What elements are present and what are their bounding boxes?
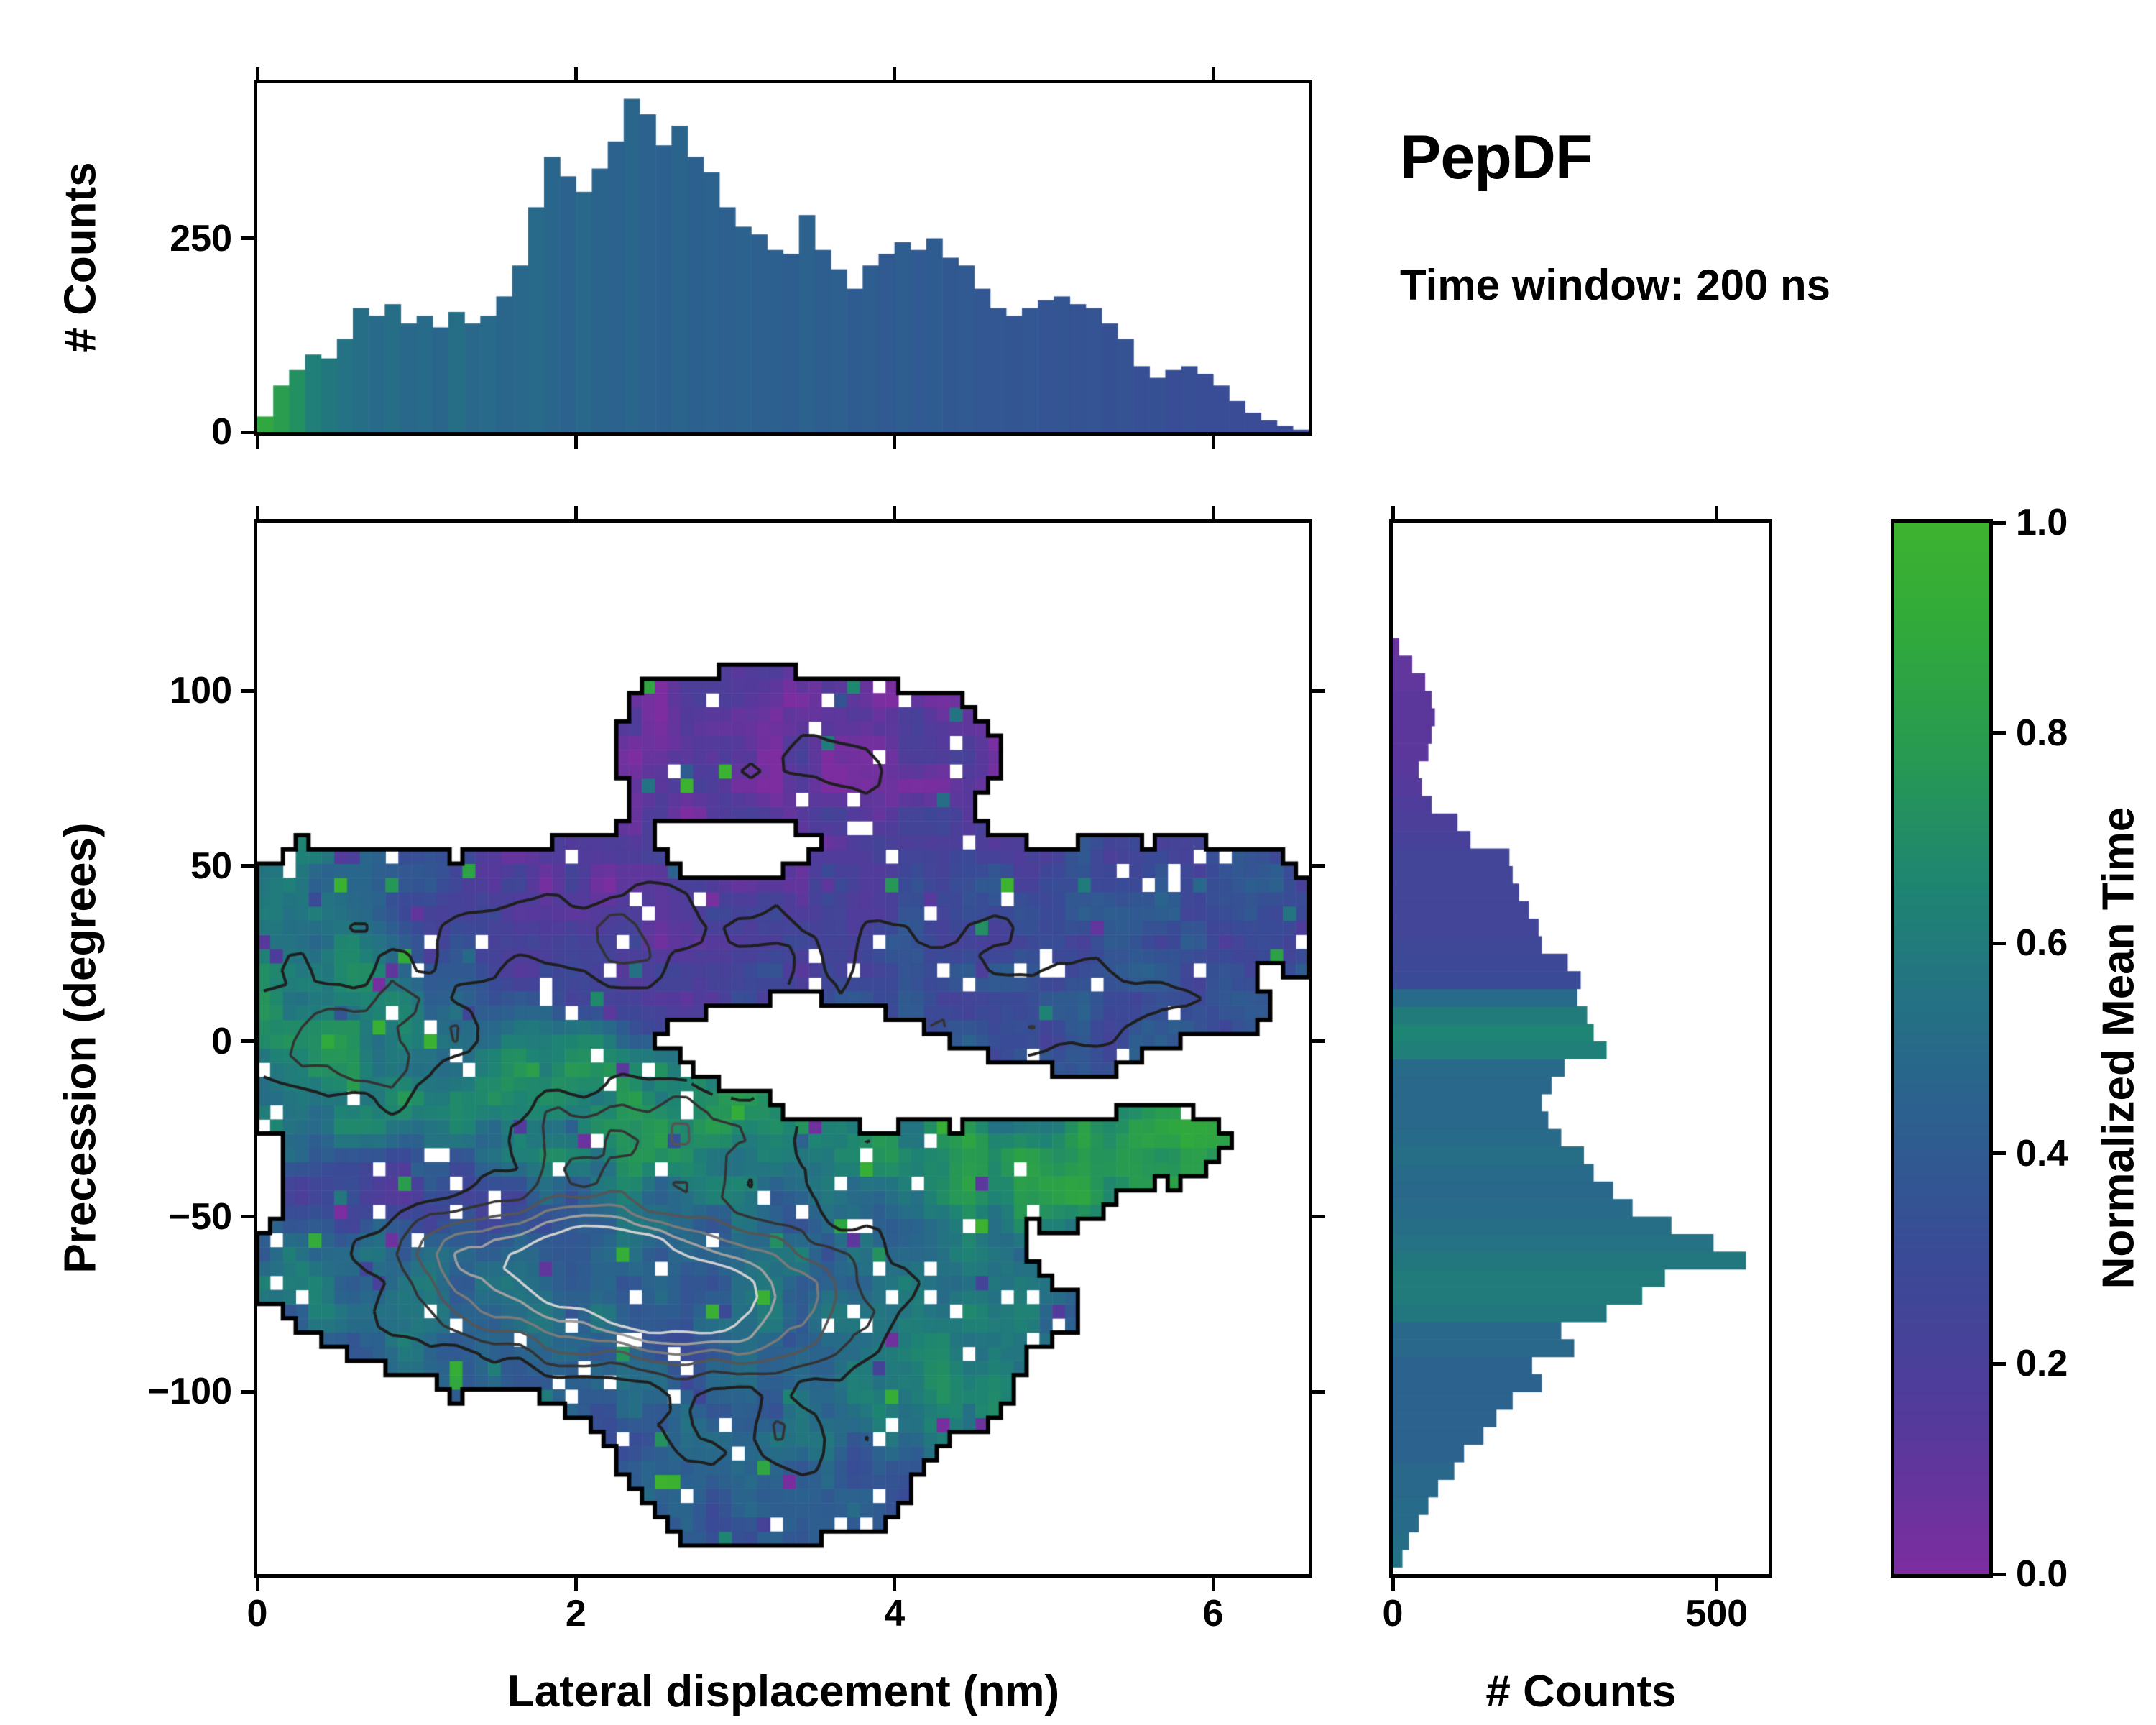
tick-mark [241, 1389, 254, 1394]
tick-mark [1993, 1572, 2006, 1576]
tick-mark [893, 506, 897, 519]
right-x-axis-label: # Counts [1485, 1667, 1677, 1716]
tick-mark [573, 67, 578, 80]
tick-label: 250 [170, 217, 232, 259]
tick-label: 0 [247, 1593, 268, 1634]
tick-label: 1.0 [2016, 502, 2068, 543]
tick-mark [1391, 1578, 1395, 1591]
tick-mark [241, 236, 254, 241]
tick-label: 100 [170, 670, 232, 712]
tick-label: 0 [211, 411, 232, 453]
tick-mark [1211, 67, 1215, 80]
main-x-axis-label: Lateral displacement (nm) [507, 1667, 1060, 1716]
tick-mark [241, 430, 254, 434]
colorbar-label: Normalized Mean Time [2093, 806, 2144, 1289]
tick-mark [241, 1215, 254, 1219]
tick-label: 500 [1685, 1593, 1749, 1634]
tick-mark [255, 436, 259, 448]
tick-mark [241, 1039, 254, 1044]
tick-mark [1312, 864, 1325, 868]
tick-mark [1312, 1389, 1325, 1394]
tick-mark [255, 1578, 259, 1591]
tick-mark [255, 506, 259, 519]
colorbar-gradient [1894, 523, 1989, 1574]
tick-mark [1993, 1361, 2006, 1366]
tick-mark [1715, 1578, 1719, 1591]
joint-heatmap-plot [257, 523, 1309, 1574]
right-histogram-plot [1393, 523, 1769, 1574]
tick-mark [573, 1578, 578, 1591]
tick-label: 50 [190, 845, 232, 887]
tick-label: 4 [884, 1593, 906, 1634]
tick-mark [1993, 941, 2006, 945]
tick-mark [1715, 506, 1719, 519]
tick-label: 0.2 [2016, 1343, 2068, 1385]
tick-mark [1391, 506, 1395, 519]
tick-mark [893, 436, 897, 448]
tick-label: 0.0 [2016, 1553, 2068, 1595]
tick-mark [573, 506, 578, 519]
tick-label: −100 [147, 1371, 232, 1413]
tick-mark [1211, 506, 1215, 519]
top-histogram-plot [257, 83, 1309, 432]
figure-subtitle: Time window: 200 ns [1400, 261, 1831, 309]
tick-mark [1993, 731, 2006, 735]
tick-label: 0.4 [2016, 1132, 2068, 1174]
tick-mark [893, 1578, 897, 1591]
tick-mark [241, 689, 254, 693]
tick-label: 0 [1382, 1593, 1404, 1634]
tick-label: 0 [211, 1020, 232, 1062]
tick-label: 2 [565, 1593, 586, 1634]
tick-mark [1211, 1578, 1215, 1591]
figure-title: PepDF [1400, 123, 1593, 192]
tick-label: −50 [168, 1195, 232, 1238]
tick-mark [241, 864, 254, 868]
tick-label: 6 [1202, 1593, 1224, 1634]
top-y-axis-label: # Counts [55, 162, 106, 353]
tick-mark [255, 67, 259, 80]
tick-mark [1312, 1039, 1325, 1044]
tick-mark [1211, 436, 1215, 448]
tick-mark [1993, 520, 2006, 525]
tick-mark [573, 436, 578, 448]
tick-label: 0.6 [2016, 922, 2068, 965]
tick-label: 0.8 [2016, 712, 2068, 754]
tick-mark [1993, 1151, 2006, 1156]
tick-mark [1312, 689, 1325, 693]
tick-mark [1312, 1215, 1325, 1219]
tick-mark [893, 67, 897, 80]
main-y-axis-label: Precession (degrees) [55, 822, 106, 1274]
